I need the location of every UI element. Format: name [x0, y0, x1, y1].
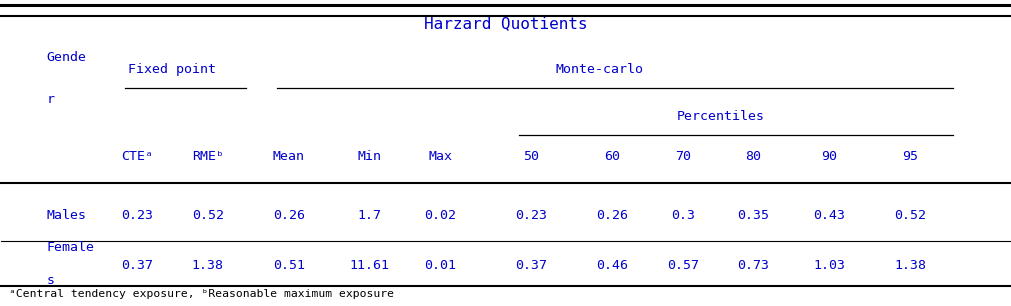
Text: 70: 70	[674, 150, 691, 162]
Text: 0.51: 0.51	[272, 259, 304, 272]
Text: Gende: Gende	[47, 50, 86, 64]
Text: 0.46: 0.46	[595, 259, 628, 272]
Text: Female: Female	[47, 241, 94, 254]
Text: ᵃCentral tendency exposure, ᵇReasonable maximum exposure: ᵃCentral tendency exposure, ᵇReasonable …	[9, 289, 393, 299]
Text: 0.23: 0.23	[121, 209, 153, 222]
Text: 1.7: 1.7	[357, 209, 381, 222]
Text: 0.35: 0.35	[737, 209, 768, 222]
Text: Harzard Quotients: Harzard Quotients	[424, 16, 587, 31]
Text: 1.38: 1.38	[192, 259, 223, 272]
Text: 0.23: 0.23	[515, 209, 547, 222]
Text: Mean: Mean	[272, 150, 304, 162]
Text: 95: 95	[902, 150, 917, 162]
Text: 0.26: 0.26	[595, 209, 628, 222]
Text: 11.61: 11.61	[349, 259, 389, 272]
Text: 0.57: 0.57	[666, 259, 699, 272]
Text: 0.37: 0.37	[515, 259, 547, 272]
Text: 80: 80	[745, 150, 761, 162]
Text: Males: Males	[47, 209, 86, 222]
Text: RMEᵇ: RMEᵇ	[192, 150, 223, 162]
Text: r: r	[47, 93, 55, 106]
Text: 0.01: 0.01	[424, 259, 456, 272]
Text: 0.3: 0.3	[670, 209, 695, 222]
Text: CTEᵃ: CTEᵃ	[121, 150, 153, 162]
Text: 0.26: 0.26	[272, 209, 304, 222]
Text: Max: Max	[428, 150, 452, 162]
Text: 0.52: 0.52	[894, 209, 925, 222]
Text: 0.02: 0.02	[424, 209, 456, 222]
Text: 50: 50	[523, 150, 539, 162]
Text: Fixed point: Fixed point	[128, 63, 216, 76]
Text: Percentiles: Percentiles	[676, 110, 764, 123]
Text: 1.03: 1.03	[813, 259, 844, 272]
Text: 90: 90	[821, 150, 836, 162]
Text: Min: Min	[357, 150, 381, 162]
Text: s: s	[47, 274, 55, 287]
Text: 1.38: 1.38	[894, 259, 925, 272]
Text: 0.37: 0.37	[121, 259, 153, 272]
Text: 0.43: 0.43	[813, 209, 844, 222]
Text: 0.73: 0.73	[737, 259, 768, 272]
Text: 60: 60	[604, 150, 620, 162]
Text: 0.52: 0.52	[192, 209, 223, 222]
Text: Monte-carlo: Monte-carlo	[555, 63, 643, 76]
